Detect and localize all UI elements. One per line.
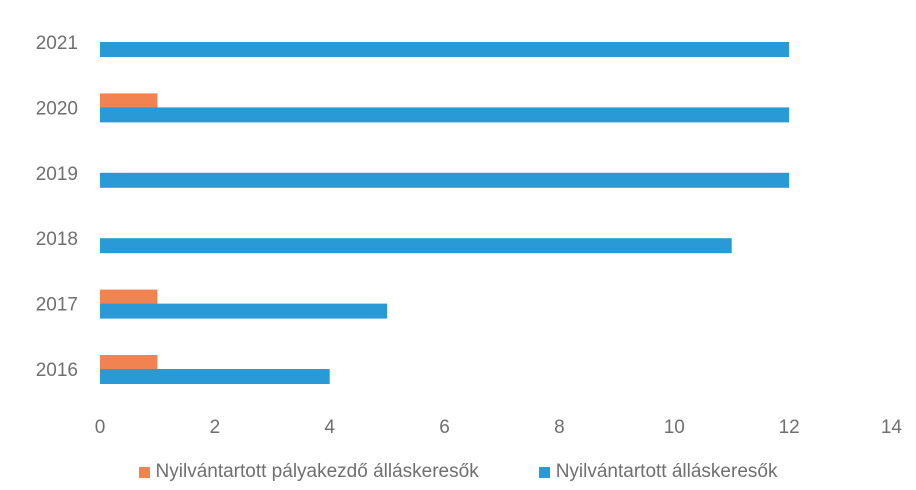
legend-label-allaskeresok: Nyilvántartott álláskeresők — [555, 461, 778, 482]
x-tick-label-8: 8 — [554, 417, 565, 438]
y-tick-label-2016: 2016 — [36, 360, 78, 381]
legend-item-palyakezdo: Nyilvántartott pályakezdő álláskeresők — [138, 461, 479, 483]
x-tick-label-0: 0 — [95, 417, 106, 438]
bars-layer — [100, 42, 790, 384]
legend-label-palyakezdo: Nyilvántartott pályakezdő álláskeresők — [155, 461, 479, 482]
bar-palyakezdo-2017 — [100, 289, 158, 305]
x-tick-label-2: 2 — [210, 417, 221, 438]
bar-allaskeresok-2017 — [100, 303, 388, 319]
y-axis-labels: 2016 2017 2018 2019 2020 2021 — [36, 33, 78, 381]
bar-allaskeresok-2019 — [100, 172, 790, 188]
bar-palyakezdo-2016 — [100, 355, 158, 370]
y-tick-label-2020: 2020 — [36, 98, 78, 119]
x-tick-label-14: 14 — [881, 417, 903, 438]
x-tick-label-12: 12 — [779, 417, 800, 438]
bar-allaskeresok-2021 — [100, 42, 790, 57]
legend-swatch-palyakezdo — [138, 466, 150, 478]
bar-palyakezdo-2020 — [100, 93, 158, 109]
x-axis-labels: 0 2 4 6 8 10 12 14 — [95, 417, 903, 438]
bar-allaskeresok-2016 — [100, 369, 330, 384]
bar-allaskeresok-2020 — [100, 107, 790, 123]
legend-swatch-allaskeresok — [538, 466, 550, 478]
y-tick-label-2018: 2018 — [36, 229, 78, 250]
y-tick-label-2019: 2019 — [36, 164, 78, 185]
x-tick-label-4: 4 — [324, 417, 335, 438]
y-tick-label-2021: 2021 — [36, 33, 78, 54]
bar-allaskeresok-2018 — [100, 238, 732, 254]
x-tick-label-6: 6 — [439, 417, 450, 438]
y-tick-label-2017: 2017 — [36, 295, 78, 316]
legend-item-allaskeresok: Nyilvántartott álláskeresők — [538, 461, 778, 483]
x-tick-label-10: 10 — [664, 417, 685, 438]
legend: Nyilvántartott pályakezdő álláskeresők N… — [0, 458, 916, 486]
